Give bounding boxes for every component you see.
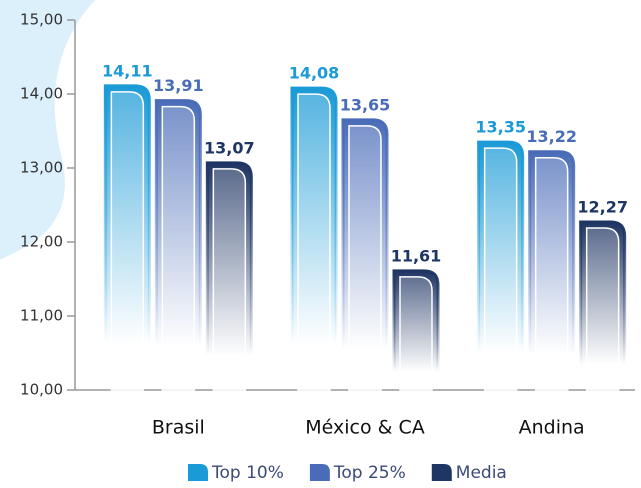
bar xyxy=(290,86,338,392)
legend-label: Top 10% xyxy=(211,463,284,483)
x-tick-label: Brasil xyxy=(152,417,205,439)
legend-swatch xyxy=(188,464,208,481)
bar-inner xyxy=(483,147,518,391)
legend-label: Media xyxy=(456,463,507,483)
bar-inner xyxy=(212,168,247,391)
bar-inner xyxy=(534,156,569,391)
bar xyxy=(392,269,440,392)
y-tick-label: 11,00 xyxy=(20,307,63,325)
bar xyxy=(154,99,202,392)
bar xyxy=(528,150,576,392)
value-label: 14,08 xyxy=(289,64,340,83)
bar-inner xyxy=(297,93,331,391)
bar-inner xyxy=(110,91,145,391)
x-tick-label: Andina xyxy=(519,417,585,439)
legend-swatch xyxy=(431,464,452,481)
bar xyxy=(103,84,151,392)
legend-label: Top 25% xyxy=(333,463,406,483)
bar xyxy=(579,220,627,392)
y-tick-label: 13,00 xyxy=(20,159,63,177)
bar-inner xyxy=(161,105,196,391)
value-label: 12,27 xyxy=(577,198,628,217)
bar-inner xyxy=(348,125,382,391)
x-tick-label: México & CA xyxy=(305,417,425,439)
bar-inner xyxy=(399,276,433,391)
bar xyxy=(477,140,525,392)
legend-swatch xyxy=(309,464,330,481)
bar xyxy=(205,161,253,392)
bar-inner xyxy=(585,227,620,391)
bar xyxy=(341,118,389,392)
value-label: 13,91 xyxy=(153,76,204,95)
value-label: 14,11 xyxy=(102,61,153,80)
background-shape xyxy=(0,0,95,260)
y-tick-label: 15,00 xyxy=(20,11,63,29)
value-label: 13,35 xyxy=(475,118,526,137)
value-label: 13,22 xyxy=(526,127,577,146)
value-label: 13,07 xyxy=(204,138,255,157)
value-label: 11,61 xyxy=(391,246,442,265)
y-tick-label: 10,00 xyxy=(20,381,63,399)
y-tick-label: 12,00 xyxy=(20,233,63,251)
value-label: 13,65 xyxy=(340,95,391,114)
y-tick-label: 14,00 xyxy=(20,85,63,103)
